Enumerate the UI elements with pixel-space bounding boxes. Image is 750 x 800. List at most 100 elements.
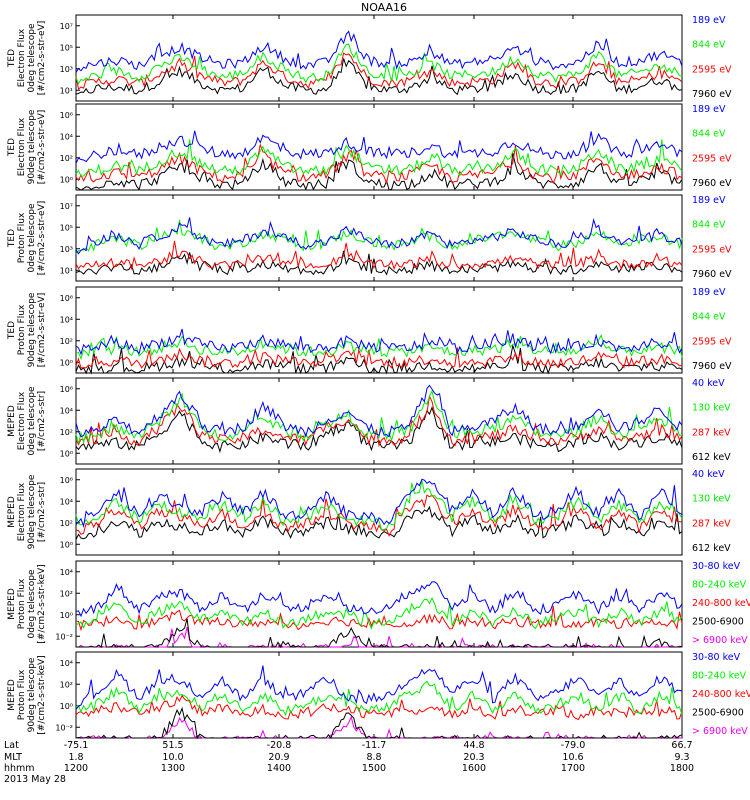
legend-entry: 844 eV [692,312,726,323]
y-axis-label-line: 0deg telescope [27,386,37,456]
legend-entry: 287 keV [692,427,731,438]
y-axis-label-line: Electron Flux [17,482,27,541]
panel-6: 10⁰ 10² 10⁴ 10⁶ MEPED Electron Flux 90deg tele… [7,468,731,556]
legend-entry: 189 eV [692,287,726,298]
legend-entry: 189 eV [692,104,726,115]
legend-entry: 30-80 keV [692,652,741,663]
panel-1: 10¹ 10³ 10⁵ 10⁷ TED Electron Flux 0deg telesco… [7,14,732,102]
legend-entry: 287 keV [692,518,731,529]
y-tick-label: 10⁶ [60,385,73,394]
legend-entry: 40 keV [692,378,725,389]
y-axis-label-line: 0deg telescope [27,23,37,93]
y-tick-label: 10³ [60,245,73,254]
y-axis-label-line: [#/cm2-s-str-keV] [37,655,47,734]
y-axis-label-line: MEPED [7,405,17,437]
y-tick-label: 10² [60,337,73,346]
y-axis-label-line: MEPED [7,679,17,711]
plot-frame [75,103,683,191]
x-row-value: 1500 [362,763,386,774]
y-axis-label-line: Proton Flux [17,578,27,629]
x-row-value: -11.7 [362,740,387,751]
y-tick-label: 10⁰ [60,175,73,184]
y-axis-label-line: Electron Flux [17,391,27,450]
legend-entry: 2500-6900 [692,617,744,628]
y-axis-label-line: 90deg telescope [27,109,37,184]
x-row-value: 10.6 [562,752,583,763]
series-line-40-kev [75,478,683,529]
y-axis-label-line: MEPED [7,588,17,620]
series-line-189-ev [75,328,683,356]
series-line-130-kev [75,480,683,531]
legend-entry: 844 eV [692,220,726,231]
series-line-7960-ev [75,152,683,191]
x-row-label: MLT [4,752,22,763]
plot-frame [75,194,683,282]
x-row-value: 1200 [64,763,88,774]
y-axis-label-line: 0deg telescope [27,569,37,639]
x-row-value: 1800 [670,763,694,774]
x-row-value: 1600 [462,763,486,774]
x-row-value: 1700 [561,763,585,774]
legend-entry: 844 eV [692,129,726,140]
y-axis-label-line: 0deg telescope [27,203,37,273]
y-tick-label: 10⁴ [60,406,73,415]
x-row-value: 51.5 [162,740,183,751]
x-row-value: 8.8 [366,752,381,763]
series-line-2595-ev [75,143,683,185]
y-tick-label: 10² [60,428,73,437]
legend-entry: > 6900 keV [692,635,748,646]
y-axis-label-line: [#/cm2-s-str] [37,391,47,451]
series-line-2595-ev [75,240,683,271]
legend-entry: 7960 eV [692,269,732,280]
legend-entry: 189 eV [692,195,726,206]
x-row-value: -79.0 [561,740,586,751]
legend-entry: 189 eV [692,15,726,26]
legend-entry: 612 keV [692,543,731,554]
y-tick-label: 10² [60,519,73,528]
series-line-240-800-kev [75,605,683,632]
x-row-value: 20.9 [268,752,289,763]
legend-entry: 130 keV [692,494,731,505]
y-axis-label-line: [#/cm2-s-str-eV] [37,293,47,368]
legend-entry: 7960 eV [692,178,732,189]
y-axis-label-line: [#/cm2-s-str-keV] [37,564,47,643]
series-line-844-ev [75,219,683,255]
x-row-value: -20.8 [267,740,292,751]
plot-frame [75,377,683,465]
legend-entry: 2595 eV [692,153,732,164]
y-axis-label-line: Proton Flux [17,669,27,720]
series-line-189-ev [75,130,683,164]
series-line-844-ev [75,43,683,85]
y-tick-label: 10⁶ [60,476,73,485]
chart-title: NOAA16 [361,1,407,14]
legend-entry: 80-240 keV [692,671,747,682]
legend-entry: 40 keV [692,469,725,480]
y-axis-label-line: [#/cm2-s-str-eV] [37,110,47,185]
date-label: 2013 May 28 [4,774,66,785]
panel-5: 10⁰ 10² 10⁴ 10⁶ MEPED Electron Flux 0deg teles… [7,377,731,465]
series-line-7960-ev [75,250,683,276]
panel-8: 10⁻² 10⁰ 10² 10⁴ MEPED Proton Flux 90deg teles… [7,651,750,740]
legend-entry: 2595 eV [692,244,732,255]
legend-entry: 240-800 keV [692,689,750,700]
legend-entry: 130 keV [692,403,731,414]
x-row-value: 9.3 [674,752,689,763]
series-line-30-80-kev [75,581,683,618]
x-row-value: 1300 [161,763,185,774]
legend-entry: 7960 eV [692,89,732,100]
series-line-844-ev [75,139,683,177]
series-line-2595-ev [75,347,683,369]
x-row-value: 44.8 [463,740,484,751]
y-tick-label: 10⁰ [60,358,73,367]
y-axis-label-line: Electron Flux [17,117,27,176]
y-axis-label-line: 90deg telescope [27,657,37,732]
y-tick-label: 10² [60,154,73,163]
legend-entry: 2595 eV [692,336,732,347]
y-axis-label-line: MEPED [7,496,17,528]
y-tick-label: 10⁰ [60,449,73,458]
series-line-7960-ev [75,58,683,96]
x-row-value: 66.7 [671,740,692,751]
legend-entry: 240-800 keV [692,598,750,609]
y-tick-label: 10⁴ [60,497,73,506]
